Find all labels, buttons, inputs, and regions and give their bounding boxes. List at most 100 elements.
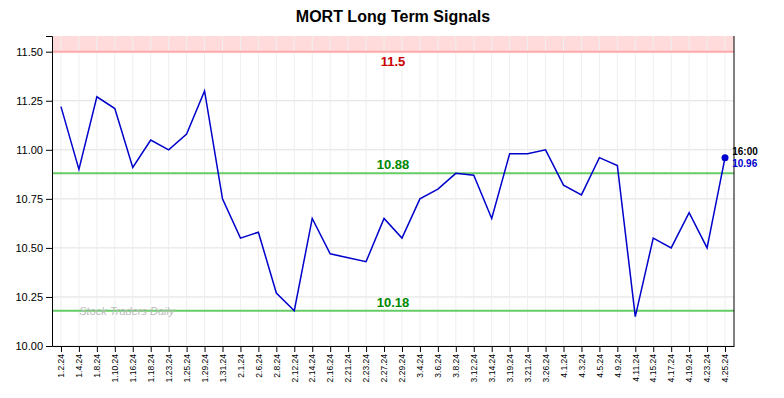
x-tick-label: 2.6.24	[254, 354, 264, 378]
x-tick: 1.25.24	[182, 346, 192, 382]
grid-line-y	[52, 247, 734, 248]
x-tick-mark	[384, 346, 385, 352]
x-tick: 3.21.24	[523, 346, 533, 382]
x-tick: 4.11.24	[631, 346, 641, 382]
x-tick-label: 2.21.24	[343, 354, 353, 383]
x-tick-label: 4.1.24	[559, 354, 569, 378]
grid-line-x	[348, 36, 349, 346]
y-tick-mark	[46, 150, 52, 151]
x-tick-label: 2.16.24	[325, 354, 335, 383]
x-tick-mark	[79, 346, 80, 352]
x-tick-label: 2.27.24	[379, 354, 389, 383]
last-point	[722, 154, 729, 161]
grid-line-x	[78, 36, 79, 346]
x-tick-label: 3.21.24	[523, 354, 533, 383]
grid-line-x	[222, 36, 223, 346]
x-tick: 3.26.24	[541, 346, 551, 382]
grid-line-x	[60, 36, 61, 346]
x-tick: 3.12.24	[469, 346, 479, 382]
band	[52, 36, 734, 52]
grid-line-x	[258, 36, 259, 346]
x-tick: 4.23.24	[702, 346, 712, 382]
x-tick-mark	[510, 346, 511, 352]
x-tick-label: 2.23.24	[361, 354, 371, 383]
x-tick-mark	[151, 346, 152, 352]
y-tick-label: 10.75	[15, 193, 43, 205]
x-tick-label: 4.25.24	[720, 354, 730, 383]
x-tick-mark	[671, 346, 672, 352]
x-tick-mark	[492, 346, 493, 352]
x-tick: 3.8.24	[451, 346, 461, 378]
x-tick: 3.19.24	[505, 346, 515, 382]
x-tick-label: 4.19.24	[684, 354, 694, 383]
x-tick-mark	[546, 346, 547, 352]
grid-line-x	[473, 36, 474, 346]
x-tick-label: 4.3.24	[577, 354, 587, 378]
y-tick: 10.50	[15, 242, 52, 254]
x-tick-label: 1.16.24	[128, 354, 138, 383]
x-tick-label: 3.4.24	[415, 354, 425, 378]
x-tick: 3.4.24	[415, 346, 425, 378]
y-tick: 11.50	[16, 46, 52, 58]
x-tick: 1.4.24	[74, 346, 84, 378]
grid-line-x	[599, 36, 600, 346]
x-tick-mark	[258, 346, 259, 352]
x-tick-label: 4.11.24	[631, 354, 641, 382]
grid-line-x	[114, 36, 115, 346]
x-tick: 2.29.24	[397, 346, 407, 382]
title: MORT Long Term Signals	[296, 8, 490, 25]
x-tick-label: 3.12.24	[469, 354, 479, 383]
x-tick-mark	[348, 346, 349, 352]
grid-line-x	[294, 36, 295, 346]
x-tick-mark	[61, 346, 62, 352]
grid-line-x	[545, 36, 546, 346]
x-tick-mark	[133, 346, 134, 352]
x-tick: 1.10.24	[110, 346, 120, 382]
y-tick-mark	[46, 297, 52, 298]
y-tick-label: 11.50	[16, 46, 43, 58]
grid-line-x	[491, 36, 492, 346]
grid-line-x	[707, 36, 708, 346]
x-tick: 4.15.24	[648, 346, 658, 382]
x-tick-mark	[689, 346, 690, 352]
y-axis-line	[46, 37, 53, 347]
x-tick-mark	[617, 346, 618, 352]
y-tick-mark	[46, 52, 52, 53]
x-tick: 2.23.24	[361, 346, 371, 382]
x-tick: 2.8.24	[272, 346, 282, 378]
x-tick-label: 2.12.24	[290, 354, 300, 383]
grid-line-x	[186, 36, 187, 346]
end-label: 10.96	[732, 158, 757, 169]
x-tick-mark	[438, 346, 439, 352]
x-tick: 2.12.24	[290, 346, 300, 382]
reference-label: 11.5	[381, 54, 406, 69]
x-tick-label: 1.2.24	[56, 354, 66, 378]
x-tick: 1.18.24	[146, 346, 156, 382]
y-tick-mark	[46, 346, 52, 347]
x-tick-mark	[294, 346, 295, 352]
x-tick: 2.16.24	[325, 346, 335, 382]
reference-line	[52, 51, 734, 53]
grid-line-x	[635, 36, 636, 346]
price-line	[61, 91, 725, 317]
x-tick-label: 1.18.24	[146, 354, 156, 383]
x-tick-label: 3.8.24	[451, 354, 461, 378]
x-tick-label: 1.4.24	[74, 354, 84, 378]
x-tick-label: 3.19.24	[505, 354, 515, 383]
x-tick-label: 4.9.24	[613, 354, 623, 378]
grid-line-x	[96, 36, 97, 346]
y-tick-label: 11.25	[16, 95, 43, 107]
x-axis: 1.2.24 1.4.24 1.8.24 1.10.24 1.16.24 1.18.24 1…	[53, 346, 735, 382]
x-tick: 1.8.24	[92, 346, 102, 378]
x-tick: 1.16.24	[128, 346, 138, 382]
x-tick-mark	[205, 346, 206, 352]
y-tick-mark	[46, 248, 52, 249]
grid-line-x	[653, 36, 654, 346]
plot-area	[52, 36, 734, 346]
x-tick-mark	[223, 346, 224, 352]
x-tick: 2.14.24	[307, 346, 317, 382]
grid-line-y	[52, 149, 734, 150]
x-tick: 4.3.24	[577, 346, 587, 378]
grid-line-x	[617, 36, 618, 346]
reference-line	[52, 172, 734, 174]
